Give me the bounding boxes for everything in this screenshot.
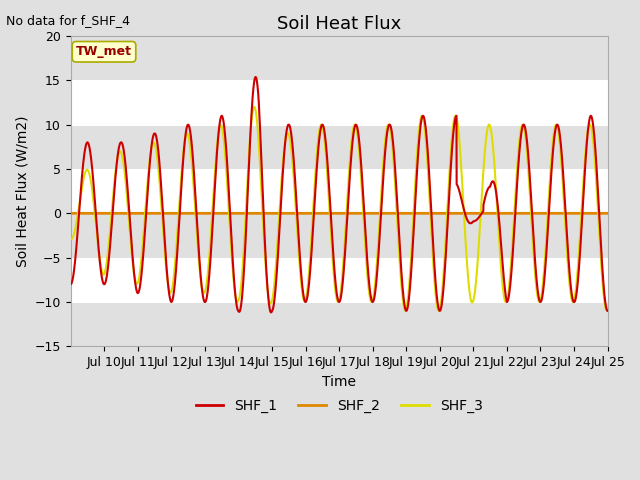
Bar [70,125,607,169]
Bar [70,213,607,258]
Legend: SHF_1, SHF_2, SHF_3: SHF_1, SHF_2, SHF_3 [190,394,488,419]
Y-axis label: Soil Heat Flux (W/m2): Soil Heat Flux (W/m2) [15,115,29,267]
Text: TW_met: TW_met [76,45,132,58]
Bar [70,302,607,347]
Title: Soil Heat Flux: Soil Heat Flux [277,15,401,33]
X-axis label: Time: Time [322,374,356,389]
Text: No data for f_SHF_4: No data for f_SHF_4 [6,14,131,27]
Bar [70,36,607,80]
